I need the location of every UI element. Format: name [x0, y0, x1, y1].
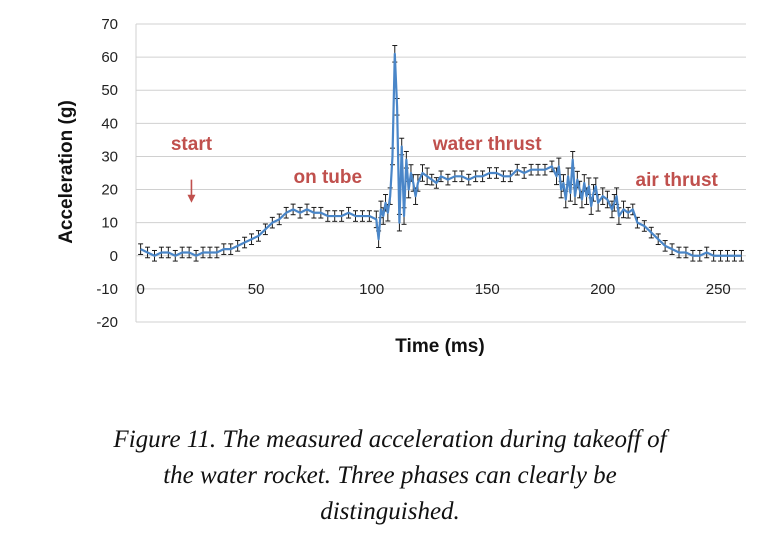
y-axis-title: Acceleration (g) — [56, 100, 77, 244]
acceleration-chart: -20 -10 0 10 20 30 40 50 60 70 0 50 100 150 200 250 st… — [56, 16, 746, 357]
figure-caption: Figure 11. The measured acceleration dur… — [20, 422, 760, 530]
y-tick-label: -10 — [96, 281, 118, 298]
x-axis-title: Time (ms) — [395, 336, 484, 357]
x-tick-labels: 0 50 100 150 200 250 — [136, 281, 730, 298]
acceleration-series-line — [140, 52, 742, 257]
start-arrow-head — [187, 194, 196, 203]
annotation-label: water thrust — [432, 134, 542, 155]
x-tick-label: 100 — [359, 281, 384, 298]
x-tick-label: 250 — [706, 281, 731, 298]
series-line-layer — [140, 52, 742, 257]
annotation-label: start — [171, 134, 213, 155]
y-tick-labels: -20 -10 0 10 20 30 40 50 60 70 — [96, 16, 118, 331]
y-tick-label: 10 — [101, 215, 118, 232]
x-tick-label: 150 — [475, 281, 500, 298]
y-tick-label: -20 — [96, 314, 118, 331]
caption-line-1: Figure 11. The measured acceleration dur… — [113, 426, 667, 453]
x-tick-label: 50 — [248, 281, 265, 298]
y-tick-label: 40 — [101, 115, 118, 132]
y-tick-label: 0 — [110, 248, 118, 265]
annotations: start on tube water thrust air thrust — [171, 134, 719, 203]
annotation-label: air thrust — [636, 170, 719, 191]
annotation-label: on tube — [293, 167, 362, 188]
y-tick-label: 30 — [101, 148, 118, 165]
x-tick-label: 0 — [136, 281, 144, 298]
y-tick-label: 50 — [101, 82, 118, 99]
y-tick-label: 60 — [101, 49, 118, 66]
y-tick-label: 20 — [101, 182, 118, 199]
gridlines — [135, 23, 746, 323]
x-tick-label: 200 — [590, 281, 615, 298]
y-tick-label: 70 — [101, 16, 118, 33]
caption-line-2: the water rocket. Three phases can clear… — [163, 462, 617, 489]
caption-line-3: distinguished. — [320, 498, 460, 525]
